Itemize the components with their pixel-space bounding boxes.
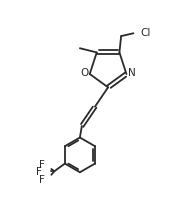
Text: N: N: [128, 68, 136, 78]
Text: F: F: [39, 160, 45, 170]
Text: F: F: [39, 175, 45, 185]
Text: Cl: Cl: [141, 28, 151, 38]
Text: F: F: [36, 167, 42, 177]
Text: O: O: [80, 68, 88, 78]
